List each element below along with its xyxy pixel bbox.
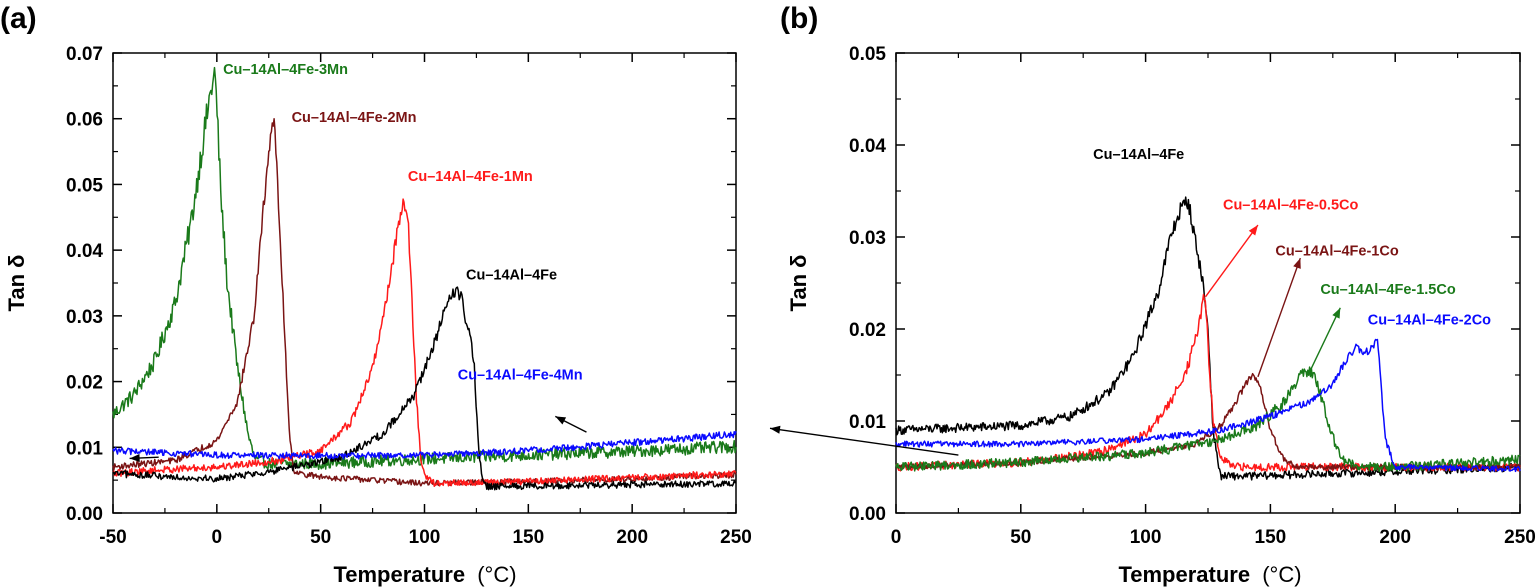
- panel-a-ytick-label: 0.04: [66, 241, 103, 262]
- panel-a-xlabel-unit: (°C): [477, 562, 516, 587]
- panel-b-label-cu-14al-4fe-1co: Cu–14Al–4Fe-1Co: [1275, 243, 1398, 259]
- panel-b-arrow-line: [1204, 224, 1259, 298]
- panel-b-xtick-label: 250: [1504, 527, 1536, 548]
- panel-a-series: [112, 66, 737, 491]
- panel-b-series-cu-14al-4fe-2co: [895, 338, 1521, 473]
- panel-a-xtick-label: 200: [616, 527, 648, 548]
- panel-a-ytick-label: 0.06: [66, 110, 103, 131]
- panel-a-label-cu-14al-4fe-2mn: Cu–14Al–4Fe-2Mn: [292, 110, 417, 126]
- panel-b-label-cu-14al-4fe-2co: Cu–14Al–4Fe-2Co: [1368, 312, 1491, 328]
- panel-a-xlabel: Temperature (°C): [333, 562, 516, 587]
- panel-a-ticks: -50 0 50 100 150 200 250 0.00 0.01 0.02 0.03 0.04 0.…: [66, 44, 752, 548]
- panel-a: (a) -50 0 50 100 150 200 250 0.00 0.01 0.02 0.03 0.…: [0, 2, 752, 587]
- panel-a-series-cu-14al-4fe-4mn: [112, 430, 737, 460]
- panel-a-ytick-label: 0.01: [66, 438, 103, 459]
- panel-b-ytick-label: 0.03: [849, 228, 886, 249]
- panel-a-xtick-label: 100: [409, 527, 441, 548]
- panel-a-series-cu-14al-4fe-1mn: [112, 198, 737, 488]
- panel-a-xtick-label: 250: [720, 527, 752, 548]
- panel-b-ticks: 0 50 100 150 200 250 0.00 0.01 0.02 0.03 0.04 0.05: [849, 44, 1536, 548]
- panel-b-arrow-line: [769, 427, 959, 456]
- panel-a-series-cu-14al-4fe-3mn: [112, 66, 737, 471]
- panel-a-xtick-label: 50: [310, 527, 331, 548]
- panel-a-label-cu-14al-4fe: Cu–14Al–4Fe: [466, 268, 557, 284]
- panel-b-series: [895, 196, 1521, 481]
- panel-b-ytick-label: 0.04: [849, 136, 886, 157]
- panel-a-annotations: Cu–14Al–4Fe-3Mn Cu–14Al–4Fe-2Mn Cu–14Al–4F…: [223, 62, 583, 384]
- panel-b-arrow-head: [770, 425, 781, 434]
- panel-a-label-cu-14al-4fe-4mn: Cu–14Al–4Fe-4Mn: [458, 368, 583, 384]
- panel-b-label-cu-14al-4fe-0p5co: Cu–14Al–4Fe-0.5Co: [1223, 197, 1359, 213]
- panel-b-xlabel: Temperature (°C): [1118, 562, 1301, 587]
- panel-a-arrow-head: [555, 416, 567, 425]
- panel-b-arrow-head: [1248, 225, 1258, 236]
- panel-b: (b) 0 50 100 150 200 2500.000.010.020.030.040…: [769, 2, 1536, 587]
- panel-a-arrow-head: [129, 454, 140, 463]
- panel-b-xtick-label: 100: [1130, 527, 1162, 548]
- panel-b-xtick-label: 50: [1010, 527, 1031, 548]
- panel-a-ytick-label: 0.03: [66, 307, 103, 328]
- panel-a-ytick-label: 0.00: [66, 504, 103, 525]
- panel-a-label-cu-14al-4fe-3mn: Cu–14Al–4Fe-3Mn: [223, 62, 348, 78]
- panel-b-arrow-line: [1257, 257, 1302, 378]
- panel-a-ylabel: Tan δ: [4, 255, 29, 312]
- panel-a-series-cu-14al-4fe: [112, 286, 737, 491]
- panel-b-xlabel-main: Temperature: [1118, 562, 1250, 587]
- panel-b-ytick-label: 0.05: [849, 44, 886, 65]
- panel-b-arrow-head: [1332, 307, 1341, 319]
- panel-a-xtick-label: 150: [512, 527, 544, 548]
- panel-b-ytick-label: 0.02: [849, 320, 886, 341]
- panel-a-ytick-label: 0.05: [66, 175, 103, 196]
- panel-b-ytick-label: 0.00: [849, 504, 886, 525]
- panel-b-xtick-label: 150: [1255, 527, 1287, 548]
- panel-b-label: (b): [780, 2, 818, 35]
- panel-b-label-cu-14al-4fe-1p5co: Cu–14Al–4Fe-1.5Co: [1320, 282, 1456, 298]
- panel-a-label-cu-14al-4fe-1mn: Cu–14Al–4Fe-1Mn: [408, 169, 533, 185]
- panel-b-annotations: Cu–14Al–4Fe Cu–14Al–4Fe-0.5Co Cu–14Al–4Fe-…: [1093, 147, 1491, 329]
- panel-b-label-cu-14al-4fe: Cu–14Al–4Fe: [1093, 147, 1184, 163]
- panel-a-ytick-label: 0.07: [66, 44, 103, 65]
- panel-b-xlabel-unit: (°C): [1262, 562, 1301, 587]
- panel-b-ylabel: Tan δ: [786, 255, 811, 312]
- panel-b-series-cu-14al-4fe-1co: [895, 372, 1521, 471]
- panel-b-xtick-label: 0: [891, 527, 902, 548]
- panel-a-xtick-label: -50: [99, 527, 126, 548]
- panel-a-xlabel-main: Temperature: [333, 562, 465, 587]
- panel-a-xtick-label: 0: [212, 527, 223, 548]
- panel-a-label: (a): [0, 2, 37, 35]
- panel-a-series-cu-14al-4fe-2mn: [112, 118, 737, 487]
- panel-a-ytick-label: 0.02: [66, 373, 103, 394]
- panel-b-series-cu-14al-4fe-1p5co: [895, 366, 1521, 473]
- panel-b-arrow-line: [1309, 307, 1341, 371]
- panel-b-ytick-label: 0.01: [849, 412, 886, 433]
- panel-b-arrow-head: [1293, 258, 1301, 269]
- panel-a-arrows: [129, 415, 587, 463]
- panel-b-arrows: [769, 224, 1341, 456]
- panel-b-xtick-label: 200: [1379, 527, 1411, 548]
